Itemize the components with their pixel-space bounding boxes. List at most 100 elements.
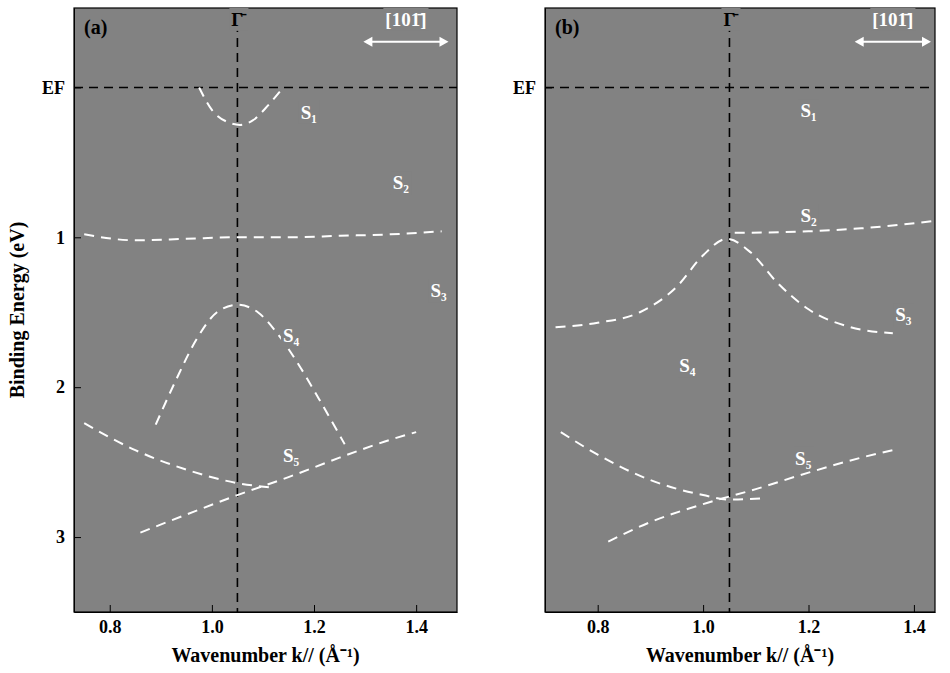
annotation: Γ̄ <box>231 9 246 30</box>
tick-label: 3 <box>56 527 65 547</box>
curve <box>556 239 893 333</box>
tick: 1 <box>56 228 81 248</box>
tick-mark <box>314 605 315 612</box>
label-patch <box>281 444 302 467</box>
panel: 0.8 1.0 1.2 1.4 EF 1 2 3 Wavenumber k// (Å⁻¹) Bin… <box>6 8 458 667</box>
annotations: Γ̄[101̄]S₁S₂S₃S₄S₅ <box>677 8 931 470</box>
annotation: S₄ <box>679 355 696 376</box>
annotation: S₂ <box>393 172 410 193</box>
panel-letter: (b) <box>555 16 579 39</box>
tick: EF <box>513 78 552 98</box>
curve <box>608 450 893 541</box>
direction-arrow-head <box>363 37 372 47</box>
plot-background <box>74 8 457 612</box>
curve <box>84 231 441 240</box>
tick-label: 1.4 <box>903 617 926 637</box>
tick-label: EF <box>513 78 536 98</box>
tick-label: 1.0 <box>692 617 715 637</box>
annotation: S₂ <box>800 205 817 226</box>
annotation: S₁ <box>301 102 317 123</box>
x-axis-title: Wavenumber k// (Å⁻¹) <box>171 644 359 667</box>
annotation: S₃ <box>895 304 912 325</box>
plot-background <box>545 8 935 612</box>
annotation: S₁ <box>800 100 816 121</box>
tick: 1.4 <box>405 605 428 637</box>
direction-arrow-head <box>440 37 449 47</box>
tick-label: 1.4 <box>405 617 428 637</box>
plot-frame <box>74 8 457 612</box>
reference-line <box>545 87 935 89</box>
reference-line <box>74 87 457 89</box>
annotation: Γ̄ <box>723 9 738 30</box>
tick-mark <box>809 605 810 612</box>
axis-line <box>75 612 458 613</box>
annotation: S₅ <box>283 445 300 466</box>
tick: EF <box>42 78 81 98</box>
plot-marks <box>74 8 457 612</box>
tick-mark <box>74 387 81 388</box>
tick: 1.2 <box>798 605 821 637</box>
axis-line <box>545 9 546 613</box>
label-patch <box>798 99 818 122</box>
label-patch <box>428 279 449 302</box>
annotation: S₅ <box>795 448 812 469</box>
x-axis: 0.8 1.0 1.2 1.4 <box>75 605 458 637</box>
y-axis-title: Binding Energy (eV) <box>6 222 29 399</box>
panel-letter: (a) <box>84 16 107 39</box>
axis-line <box>74 9 75 613</box>
tick-label: EF <box>42 78 65 98</box>
tick-mark <box>110 605 111 612</box>
label-patch <box>893 303 914 326</box>
tick-label: 1.2 <box>303 617 326 637</box>
reference-line <box>237 8 239 612</box>
direction-arrow-head <box>855 37 864 47</box>
tick-label: 0.8 <box>587 617 610 637</box>
axis-line <box>546 612 936 613</box>
label-patch <box>793 447 814 470</box>
label-patch <box>383 8 428 31</box>
label-patch <box>721 8 740 31</box>
tick: 1.2 <box>303 605 326 637</box>
y-axis: EF 1 2 3 <box>42 9 81 613</box>
curve <box>199 87 281 124</box>
tick-label: 1.2 <box>798 617 821 637</box>
tick: 1.4 <box>903 605 926 637</box>
tick-mark <box>212 605 213 612</box>
tick-mark <box>703 605 704 612</box>
tick-mark <box>914 605 915 612</box>
curve <box>84 423 273 487</box>
plot-frame <box>545 8 935 612</box>
label-patch <box>870 8 915 31</box>
label-patch <box>229 8 248 31</box>
tick: 2 <box>56 377 81 397</box>
x-axis-title: Wavenumber k// (Å⁻¹) <box>646 644 834 667</box>
tick: 0.8 <box>587 605 610 637</box>
annotation: [101̄] <box>385 9 426 30</box>
label-patch <box>391 171 412 194</box>
tick-label: 2 <box>56 377 65 397</box>
curve <box>735 221 935 233</box>
x-axis: 0.8 1.0 1.2 1.4 <box>546 605 936 637</box>
tick-mark <box>74 237 81 238</box>
tick: 1.0 <box>201 605 224 637</box>
tick-label: 0.8 <box>99 617 122 637</box>
reference-line <box>729 8 731 612</box>
annotations: Γ̄[101̄]S₁S₂S₃S₄S₅ <box>229 8 449 467</box>
direction-arrow-head <box>922 37 931 47</box>
tick: 0.8 <box>99 605 122 637</box>
tick-mark <box>598 605 599 612</box>
tick-mark <box>74 87 81 88</box>
direction-arrow-shaft <box>369 41 442 43</box>
curve <box>140 432 416 532</box>
tick-mark <box>74 537 81 538</box>
label-patch <box>677 354 698 377</box>
tick-mark <box>416 605 417 612</box>
tick: 1.0 <box>692 605 715 637</box>
tick-mark <box>545 87 552 88</box>
direction-arrow-shaft <box>861 41 925 43</box>
annotation: S₃ <box>430 280 447 301</box>
tick-label: 1 <box>56 228 65 248</box>
tick: 3 <box>56 527 81 547</box>
label-patch <box>281 324 302 347</box>
label-patch <box>299 101 319 124</box>
